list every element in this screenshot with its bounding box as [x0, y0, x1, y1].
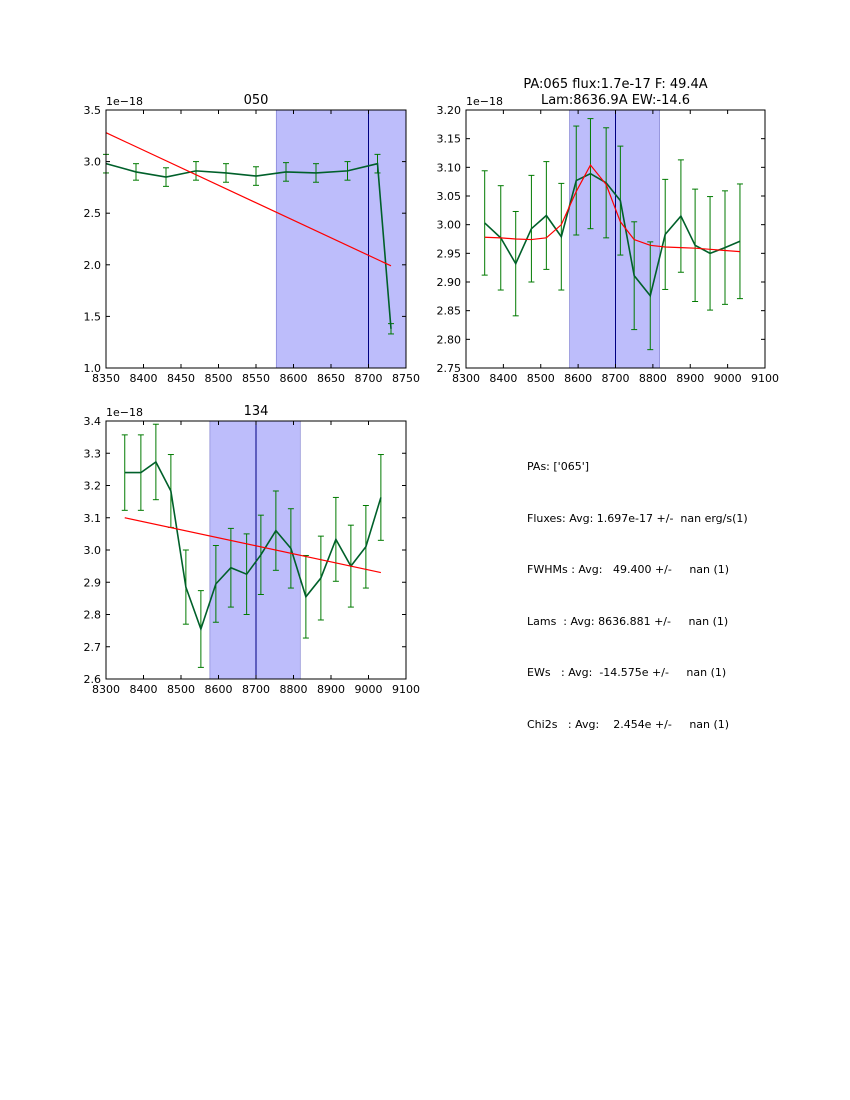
- y-tick-label: 3.00: [437, 219, 462, 232]
- x-tick-label: 8700: [602, 372, 630, 385]
- y-tick-label: 3.15: [437, 133, 462, 146]
- fit-window-span: [569, 109, 660, 369]
- y-tick-label: 2.95: [437, 247, 462, 260]
- x-tick-label: 8800: [639, 372, 667, 385]
- chart-title: PA:065 flux:1.7e-17 F: 49.4A: [523, 77, 707, 92]
- y-offset-label: 1e−18: [466, 95, 503, 108]
- fit-line: [105, 132, 392, 267]
- y-tick-label: 3.5: [84, 104, 102, 117]
- spectrum-line: [105, 162, 392, 329]
- y-tick-label: 3.0: [84, 544, 102, 557]
- y-offset-label: 1e−18: [106, 95, 143, 108]
- spectrum-line: [124, 460, 382, 632]
- x-tick-label: 8500: [527, 372, 555, 385]
- x-tick-label: 8700: [242, 683, 270, 696]
- stats-ews: EWs : Avg: -14.575e +/- nan (1): [527, 666, 727, 680]
- y-tick-label: 1.0: [84, 362, 102, 375]
- x-tick-label: 8900: [317, 683, 345, 696]
- x-tick-label: 8600: [564, 372, 592, 385]
- y-tick-label: 3.0: [84, 156, 102, 169]
- y-tick-label: 3.1: [84, 512, 102, 525]
- fit-window-span: [275, 109, 407, 369]
- x-tick-label: 9000: [355, 683, 383, 696]
- x-tick-label: 9100: [751, 372, 779, 385]
- x-tick-label: 8650: [317, 372, 345, 385]
- y-tick-label: 3.20: [437, 104, 462, 117]
- y-tick-label: 3.3: [84, 447, 102, 460]
- stats-pas: PAs: ['065']: [527, 460, 590, 473]
- fit-line: [484, 163, 741, 253]
- y-tick-label: 2.5: [84, 207, 102, 220]
- spectrum-line: [484, 172, 741, 298]
- x-tick-label: 8400: [130, 683, 158, 696]
- y-tick-label: 2.75: [437, 362, 462, 375]
- x-tick-label: 8750: [392, 372, 420, 385]
- y-offset-label: 1e−18: [106, 406, 143, 419]
- y-tick-label: 2.80: [437, 333, 462, 346]
- fit-summary: PAs: ['065'] Fluxes: Avg: 1.697e-17 +/- …: [527, 434, 748, 757]
- y-tick-label: 2.8: [84, 609, 102, 622]
- x-tick-label: 8600: [205, 683, 233, 696]
- x-tick-label: 8550: [242, 372, 270, 385]
- chart-title: Lam:8636.9A EW:-14.6: [541, 93, 690, 108]
- x-tick-label: 8450: [167, 372, 195, 385]
- chart-title: 134: [244, 404, 269, 419]
- x-tick-label: 8900: [676, 372, 704, 385]
- x-tick-label: 8400: [489, 372, 517, 385]
- y-tick-label: 3.4: [84, 415, 102, 428]
- panel-050: 8350 8400 8450 8500 8550 8600 8650 8700 8750 1.0 1…: [84, 93, 421, 385]
- x-tick-label: 8300: [92, 683, 120, 696]
- x-tick-label: 8600: [280, 372, 308, 385]
- y-tick-label: 3.10: [437, 161, 462, 174]
- fit-line: [124, 517, 382, 574]
- stats-lams: Lams : Avg: 8636.881 +/- nan (1): [527, 614, 729, 628]
- y-tick-label: 2.85: [437, 305, 462, 318]
- fit-window-span: [209, 420, 301, 680]
- x-tick-label: 8300: [452, 372, 480, 385]
- x-tick-label: 8800: [280, 683, 308, 696]
- y-tick-label: 3.2: [84, 480, 102, 493]
- y-tick-label: 2.90: [437, 276, 462, 289]
- stats-fluxes: Fluxes: Avg: 1.697e-17 +/- nan erg/s(1): [527, 511, 748, 525]
- y-tick-label: 2.6: [84, 673, 102, 686]
- stats-fwhms: FWHMs : Avg: 49.400 +/- nan (1): [527, 563, 730, 577]
- x-tick-label: 8500: [167, 683, 195, 696]
- y-tick-label: 1.5: [84, 310, 102, 323]
- y-tick-label: 2.7: [84, 641, 102, 654]
- x-tick-label: 8700: [355, 372, 383, 385]
- panel-134: 8300 8400 8500 8600 8700 8800 8900 9000 9100 2.6 2…: [84, 404, 421, 696]
- stats-chi2s: Chi2s : Avg: 2.454e +/- nan (1): [527, 717, 730, 731]
- x-tick-label: 8500: [205, 372, 233, 385]
- x-tick-label: 8350: [92, 372, 120, 385]
- panel-065: 8300 8400 8500 8600 8700 8800 8900 9000 9100 2.75…: [437, 77, 780, 385]
- chart-title: 050: [244, 93, 269, 108]
- x-tick-label: 9100: [392, 683, 420, 696]
- y-tick-label: 2.0: [84, 259, 102, 272]
- x-tick-label: 8400: [130, 372, 158, 385]
- x-tick-label: 9000: [714, 372, 742, 385]
- y-tick-label: 2.9: [84, 576, 102, 589]
- y-tick-label: 3.05: [437, 190, 462, 203]
